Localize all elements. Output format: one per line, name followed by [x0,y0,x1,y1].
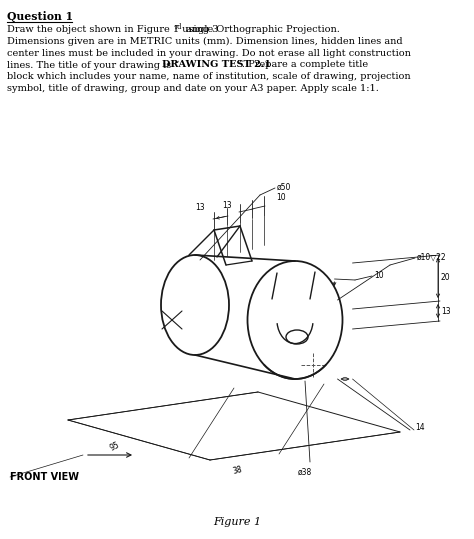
Text: 13: 13 [195,204,205,212]
Text: 14: 14 [415,424,425,432]
Text: 10: 10 [374,271,383,280]
Text: Figure 1: Figure 1 [213,517,261,527]
Text: angle Orthographic Projection.: angle Orthographic Projection. [183,25,340,34]
Text: block which includes your name, name of institution, scale of drawing, projectio: block which includes your name, name of … [7,72,410,81]
Text: FRONT VIEW: FRONT VIEW [10,472,79,482]
Text: ø10▽22: ø10▽22 [417,252,447,261]
Text: symbol, title of drawing, group and date on your A3 paper. Apply scale 1:1.: symbol, title of drawing, group and date… [7,84,379,93]
Text: 13: 13 [441,307,451,315]
Text: ø50: ø50 [277,183,292,191]
Text: ø38: ø38 [298,468,312,477]
Text: lines. The title of your drawing is “: lines. The title of your drawing is “ [7,60,179,70]
Text: 95: 95 [109,441,121,453]
Text: ”. Prepare a complete title: ”. Prepare a complete title [237,60,368,70]
Text: 38: 38 [231,465,243,475]
Text: rd: rd [175,23,182,31]
Text: 13: 13 [222,201,232,210]
Text: Question 1: Question 1 [7,11,73,22]
Text: Draw the object shown in Figure 1 using 3: Draw the object shown in Figure 1 using … [7,25,219,34]
Text: DRAWING TEST 2.1: DRAWING TEST 2.1 [162,60,271,70]
Text: Dimensions given are in METRIC units (mm). Dimension lines, hidden lines and: Dimensions given are in METRIC units (mm… [7,37,402,46]
Text: 10: 10 [276,194,286,203]
Text: center lines must be included in your drawing. Do not erase all light constructi: center lines must be included in your dr… [7,49,411,58]
Text: 20: 20 [441,273,451,282]
